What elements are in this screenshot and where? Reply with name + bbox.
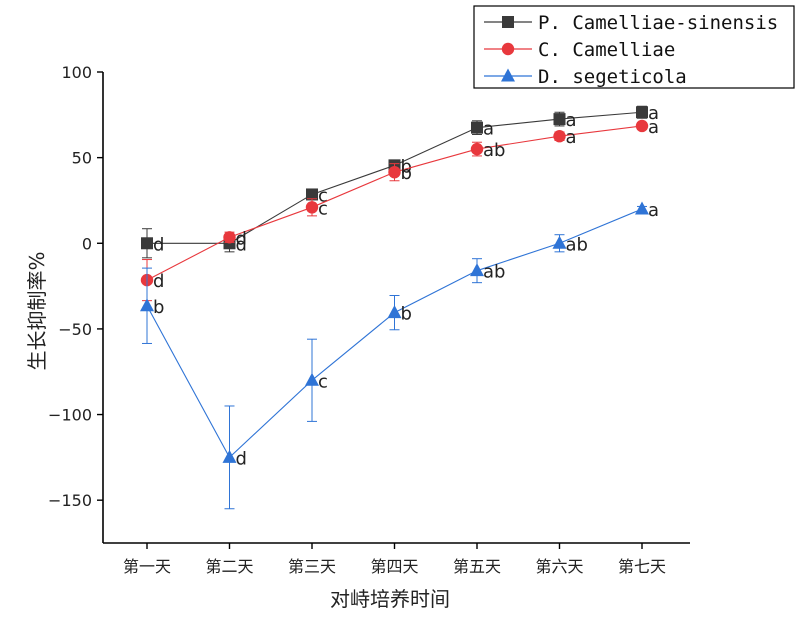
legend-label: C. Camelliae [538, 39, 675, 61]
data-point [140, 298, 154, 312]
point-label: a [648, 117, 659, 138]
point-label: a [648, 200, 659, 221]
y-tick-label: 0 [82, 234, 92, 253]
data-point [553, 130, 566, 143]
y-tick-label: 100 [61, 63, 92, 82]
point-label: c [318, 198, 328, 219]
point-label: a [566, 110, 577, 131]
point-label: a [566, 127, 577, 148]
x-tick-label: 第一天 [123, 557, 171, 576]
data-point [306, 188, 318, 201]
series-line [146, 125, 643, 281]
point-label: d [236, 234, 247, 255]
legend-marker [501, 68, 515, 82]
data-point [388, 165, 401, 179]
x-axis-title: 对峙培养时间 [330, 587, 450, 611]
legend-marker [501, 42, 515, 56]
data-point [635, 201, 649, 215]
legend: P. Camelliae-sinensis C. Camelliae D. sege… [473, 5, 795, 89]
x-tick-label: 第三天 [288, 557, 336, 576]
point-label: d [153, 234, 164, 255]
point-label: b [401, 304, 412, 325]
data-point [222, 449, 237, 463]
y-tick-label: −100 [48, 406, 92, 425]
data-point [305, 372, 319, 386]
data-point [553, 113, 566, 126]
point-label: ab [566, 234, 588, 255]
point-label: b [401, 163, 412, 184]
data-point [305, 201, 319, 214]
data-point [141, 237, 153, 250]
data-point [471, 121, 483, 134]
data-point [635, 119, 649, 133]
data-point [387, 305, 402, 319]
data-point [223, 231, 236, 244]
y-ticks: 100 50 0 −50 −100 −150 [48, 63, 103, 510]
x-ticks: 第一天 第二天 第三天 第四天 第五天 第六天 第七天 [123, 543, 666, 576]
legend-label: D. segeticola [538, 66, 687, 88]
x-tick-label: 第五天 [453, 557, 501, 576]
x-tick-label: 第六天 [535, 557, 583, 576]
y-tick-label: 50 [72, 149, 92, 168]
legend-marker [502, 16, 514, 28]
point-label: b [401, 156, 412, 177]
point-label: ab [483, 140, 505, 161]
x-tick-label: 第二天 [205, 557, 253, 576]
point-label: d [236, 448, 247, 469]
point-label: a [483, 119, 494, 140]
y-tick-label: −50 [58, 320, 92, 339]
data-point [470, 263, 484, 277]
y-axis-title: 生长抑制率% [25, 251, 49, 370]
legend-label: P. Camelliae-sinensis [538, 12, 778, 34]
y-tick-label: −150 [48, 491, 92, 510]
x-tick-label: 第七天 [618, 557, 666, 576]
point-label: d [236, 228, 247, 249]
point-label: ab [483, 262, 505, 283]
point-label: d [153, 271, 164, 292]
data-point [470, 142, 484, 156]
legend-box [473, 5, 795, 89]
axes [102, 72, 690, 544]
data-point [636, 106, 648, 119]
point-label: c [318, 371, 328, 392]
data-point [552, 235, 567, 249]
point-label: a [648, 103, 659, 124]
point-label: c [318, 185, 328, 206]
point-label: b [153, 297, 164, 318]
x-tick-label: 第四天 [370, 557, 418, 576]
